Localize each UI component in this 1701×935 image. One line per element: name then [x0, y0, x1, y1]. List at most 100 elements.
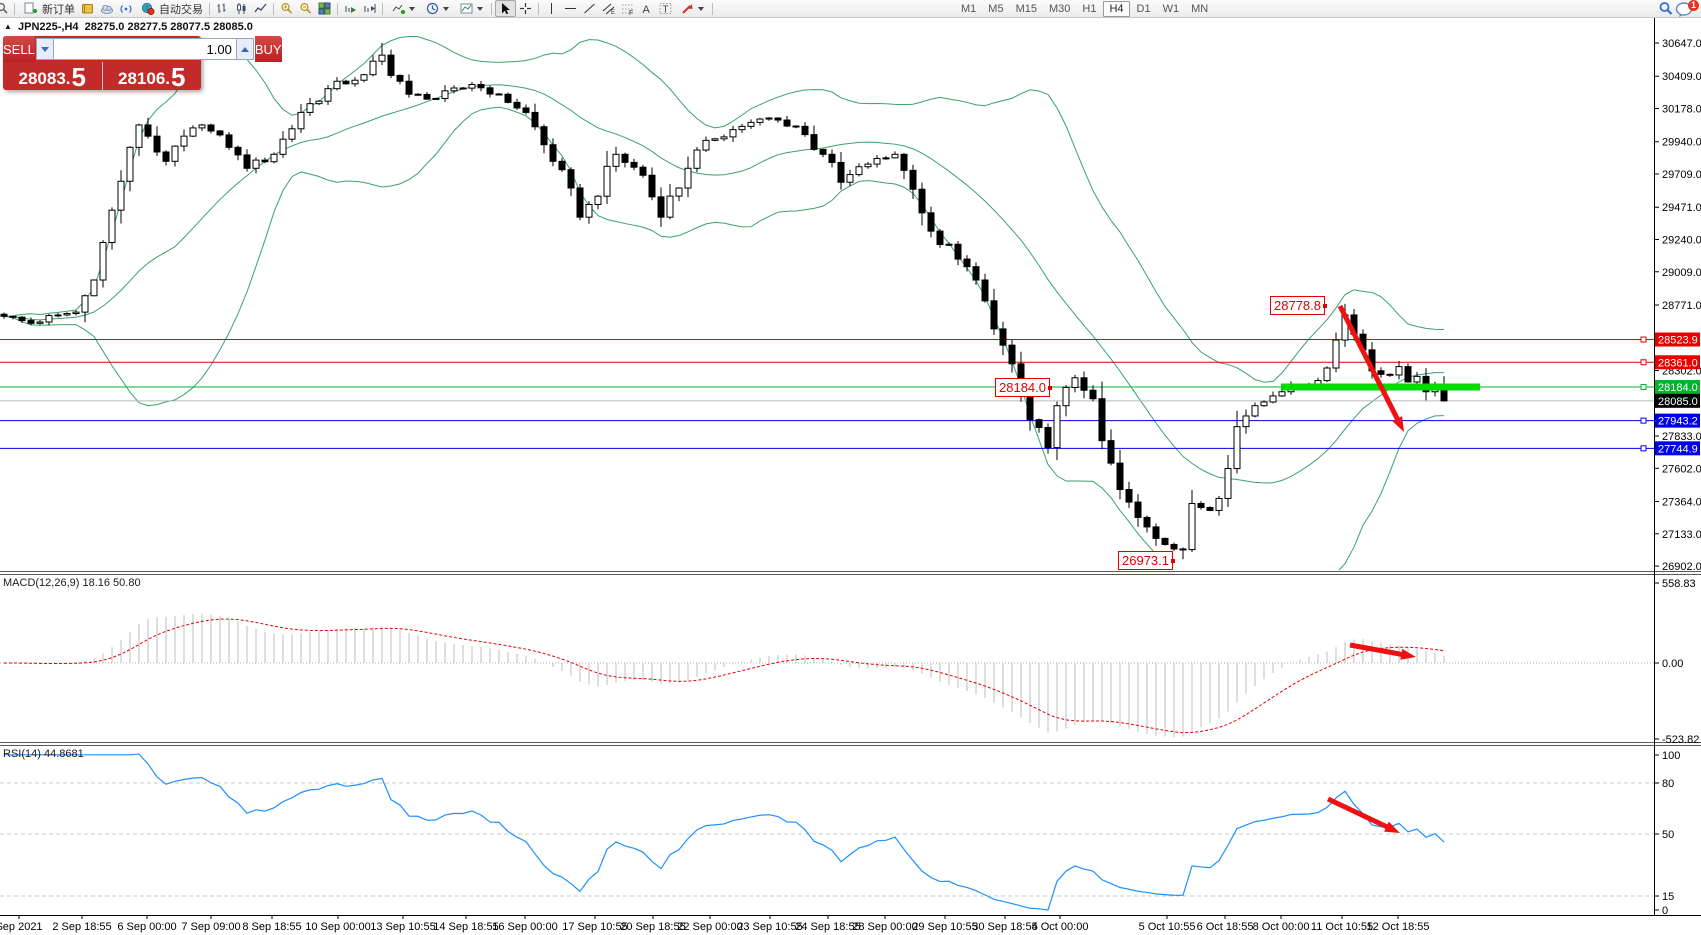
tile-windows-icon[interactable] — [315, 1, 334, 16]
svg-text:Sep 2021: Sep 2021 — [0, 921, 43, 933]
svg-text:22 Sep 00:00: 22 Sep 00:00 — [677, 921, 742, 933]
horizontal-line-tool-icon[interactable] — [561, 1, 580, 16]
tab-timeframe-m30[interactable]: M30 — [1048, 2, 1071, 15]
chevron-down-icon — [409, 6, 415, 11]
arrows-tool-button[interactable] — [675, 1, 709, 16]
price-annotation-3[interactable]: 26973.1 — [1118, 551, 1175, 570]
chevron-down-icon — [698, 6, 704, 11]
svg-text:4 Oct 00:00: 4 Oct 00:00 — [1032, 921, 1089, 933]
market-watch-cloud-icon[interactable] — [97, 1, 116, 16]
sell-price[interactable]: 28083. 5 — [3, 62, 103, 90]
tab-timeframe-mn[interactable]: MN — [1191, 2, 1209, 15]
svg-text:8 Sep 18:55: 8 Sep 18:55 — [242, 921, 301, 933]
price-axis[interactable]: 30647.0 30409.0 30178.0 29940.0 29709.0 29471… — [1654, 38, 1701, 917]
candlestick-chart-type-icon[interactable] — [232, 1, 251, 16]
svg-text:27602.0: 27602.0 — [1662, 463, 1701, 475]
bollinger-bands — [3, 36, 1445, 570]
tab-timeframe-m15[interactable]: M15 — [1015, 2, 1037, 15]
symbol-name: JPN225-,H4 — [17, 21, 79, 33]
new-order-button[interactable]: 新订单 — [18, 1, 78, 16]
svg-text:17 Sep 10:55: 17 Sep 10:55 — [562, 921, 627, 933]
tab-timeframe-h4[interactable]: H4 — [1103, 0, 1130, 17]
svg-text:0: 0 — [1662, 905, 1668, 917]
svg-text:13 Sep 10:55: 13 Sep 10:55 — [370, 921, 435, 933]
red-trend-arrows[interactable] — [1326, 304, 1416, 833]
svg-text:15: 15 — [1662, 891, 1674, 903]
tab-timeframe-m5[interactable]: M5 — [988, 2, 1004, 15]
toolbar-separator — [273, 2, 274, 15]
svg-text:26902.0: 26902.0 — [1662, 561, 1701, 573]
macd-histogram — [0, 613, 1654, 737]
svg-text:10 Sep 00:00: 10 Sep 00:00 — [305, 921, 370, 933]
text-label-tool-icon[interactable]: T — [656, 1, 675, 16]
search-icon[interactable] — [1656, 1, 1675, 16]
vertical-line-tool-icon[interactable] — [542, 1, 561, 16]
price-annotation-1[interactable]: 28778.8 — [1270, 296, 1327, 315]
volume-input[interactable] — [53, 38, 236, 60]
svg-text:29 Sep 10:55: 29 Sep 10:55 — [912, 921, 977, 933]
svg-text:A: A — [643, 4, 651, 15]
tab-timeframe-d1[interactable]: D1 — [1136, 2, 1151, 15]
svg-text:27364.0: 27364.0 — [1662, 497, 1701, 509]
toolbar-right-icons: 1 — [1656, 0, 1699, 17]
text-tool-icon[interactable]: A — [637, 1, 656, 16]
candlestick-series — [0, 43, 1448, 560]
autotrading-button[interactable]: 自动交易 — [135, 1, 206, 16]
svg-text:50: 50 — [1662, 829, 1674, 841]
zoom-in-icon[interactable] — [277, 1, 296, 16]
price-annotation-2[interactable]: 28184.0 — [995, 378, 1052, 397]
svg-text:6 Sep 00:00: 6 Sep 00:00 — [117, 921, 176, 933]
svg-text:0.00: 0.00 — [1662, 658, 1683, 670]
periods-button[interactable] — [420, 1, 454, 16]
svg-text:5 Oct 10:55: 5 Oct 10:55 — [1139, 921, 1196, 933]
buy-price[interactable]: 28106. 5 — [118, 62, 186, 92]
svg-text:28085.0: 28085.0 — [1658, 396, 1698, 408]
svg-text:558.83: 558.83 — [1662, 578, 1696, 590]
svg-text:29940.0: 29940.0 — [1662, 137, 1701, 149]
volume-decrease-button[interactable] — [35, 38, 54, 60]
horizontal-level-lines[interactable] — [0, 336, 1654, 452]
svg-text:30647.0: 30647.0 — [1662, 38, 1701, 50]
svg-text:29009.0: 29009.0 — [1662, 267, 1701, 279]
svg-text:29240.0: 29240.0 — [1662, 235, 1701, 247]
search-icon-partial[interactable] — [0, 1, 11, 16]
trendline-tool-icon[interactable] — [580, 1, 599, 16]
svg-text:7 Sep 09:00: 7 Sep 09:00 — [181, 921, 240, 933]
zoom-out-icon[interactable] — [296, 1, 315, 16]
svg-text:27133.0: 27133.0 — [1662, 529, 1701, 541]
sell-button[interactable]: SELL — [3, 36, 35, 62]
notifications-chat-icon[interactable]: 1 — [1675, 0, 1699, 17]
date-axis[interactable]: Sep 2021 2 Sep 18:55 6 Sep 00:00 7 Sep 09:0… — [0, 915, 1430, 933]
crosshair-tool-icon[interactable] — [516, 1, 535, 16]
chart-shift-icon[interactable] — [360, 1, 379, 16]
tab-timeframe-w1[interactable]: W1 — [1162, 2, 1180, 15]
svg-text:28771.0: 28771.0 — [1662, 300, 1701, 312]
auto-scroll-icon[interactable] — [341, 1, 360, 16]
svg-text:14 Sep 18:55: 14 Sep 18:55 — [433, 921, 498, 933]
indicators-button[interactable] — [386, 1, 420, 16]
svg-text:27833.0: 27833.0 — [1662, 431, 1701, 443]
signal-icon[interactable] — [116, 1, 135, 16]
tab-timeframe-h1[interactable]: H1 — [1082, 2, 1097, 15]
bar-chart-type-icon[interactable] — [213, 1, 232, 16]
journal-icon[interactable] — [78, 1, 97, 16]
tab-timeframe-m1[interactable]: M1 — [961, 2, 977, 15]
chevron-down-icon — [477, 6, 483, 11]
buy-button[interactable]: BUY — [254, 36, 282, 62]
svg-text:100: 100 — [1662, 750, 1680, 762]
volume-increase-button[interactable] — [235, 38, 254, 60]
price-badges: 28523.9 28361.0 28184.0 28085.0 27943.2 27744… — [1655, 332, 1700, 456]
chevron-down-icon — [443, 6, 449, 11]
templates-button[interactable] — [454, 1, 488, 16]
toolbar-separator — [337, 2, 338, 15]
toolbar-separator — [14, 2, 15, 15]
svg-text:-523.82: -523.82 — [1662, 734, 1699, 746]
channel-tool-icon[interactable]: E — [599, 1, 618, 16]
cursor-tool-icon[interactable] — [495, 0, 516, 17]
line-chart-type-icon[interactable] — [251, 1, 270, 16]
svg-text:29471.0: 29471.0 — [1662, 202, 1701, 214]
fibonacci-tool-icon[interactable]: F — [618, 1, 637, 16]
arrow-object-icon — [678, 1, 697, 16]
